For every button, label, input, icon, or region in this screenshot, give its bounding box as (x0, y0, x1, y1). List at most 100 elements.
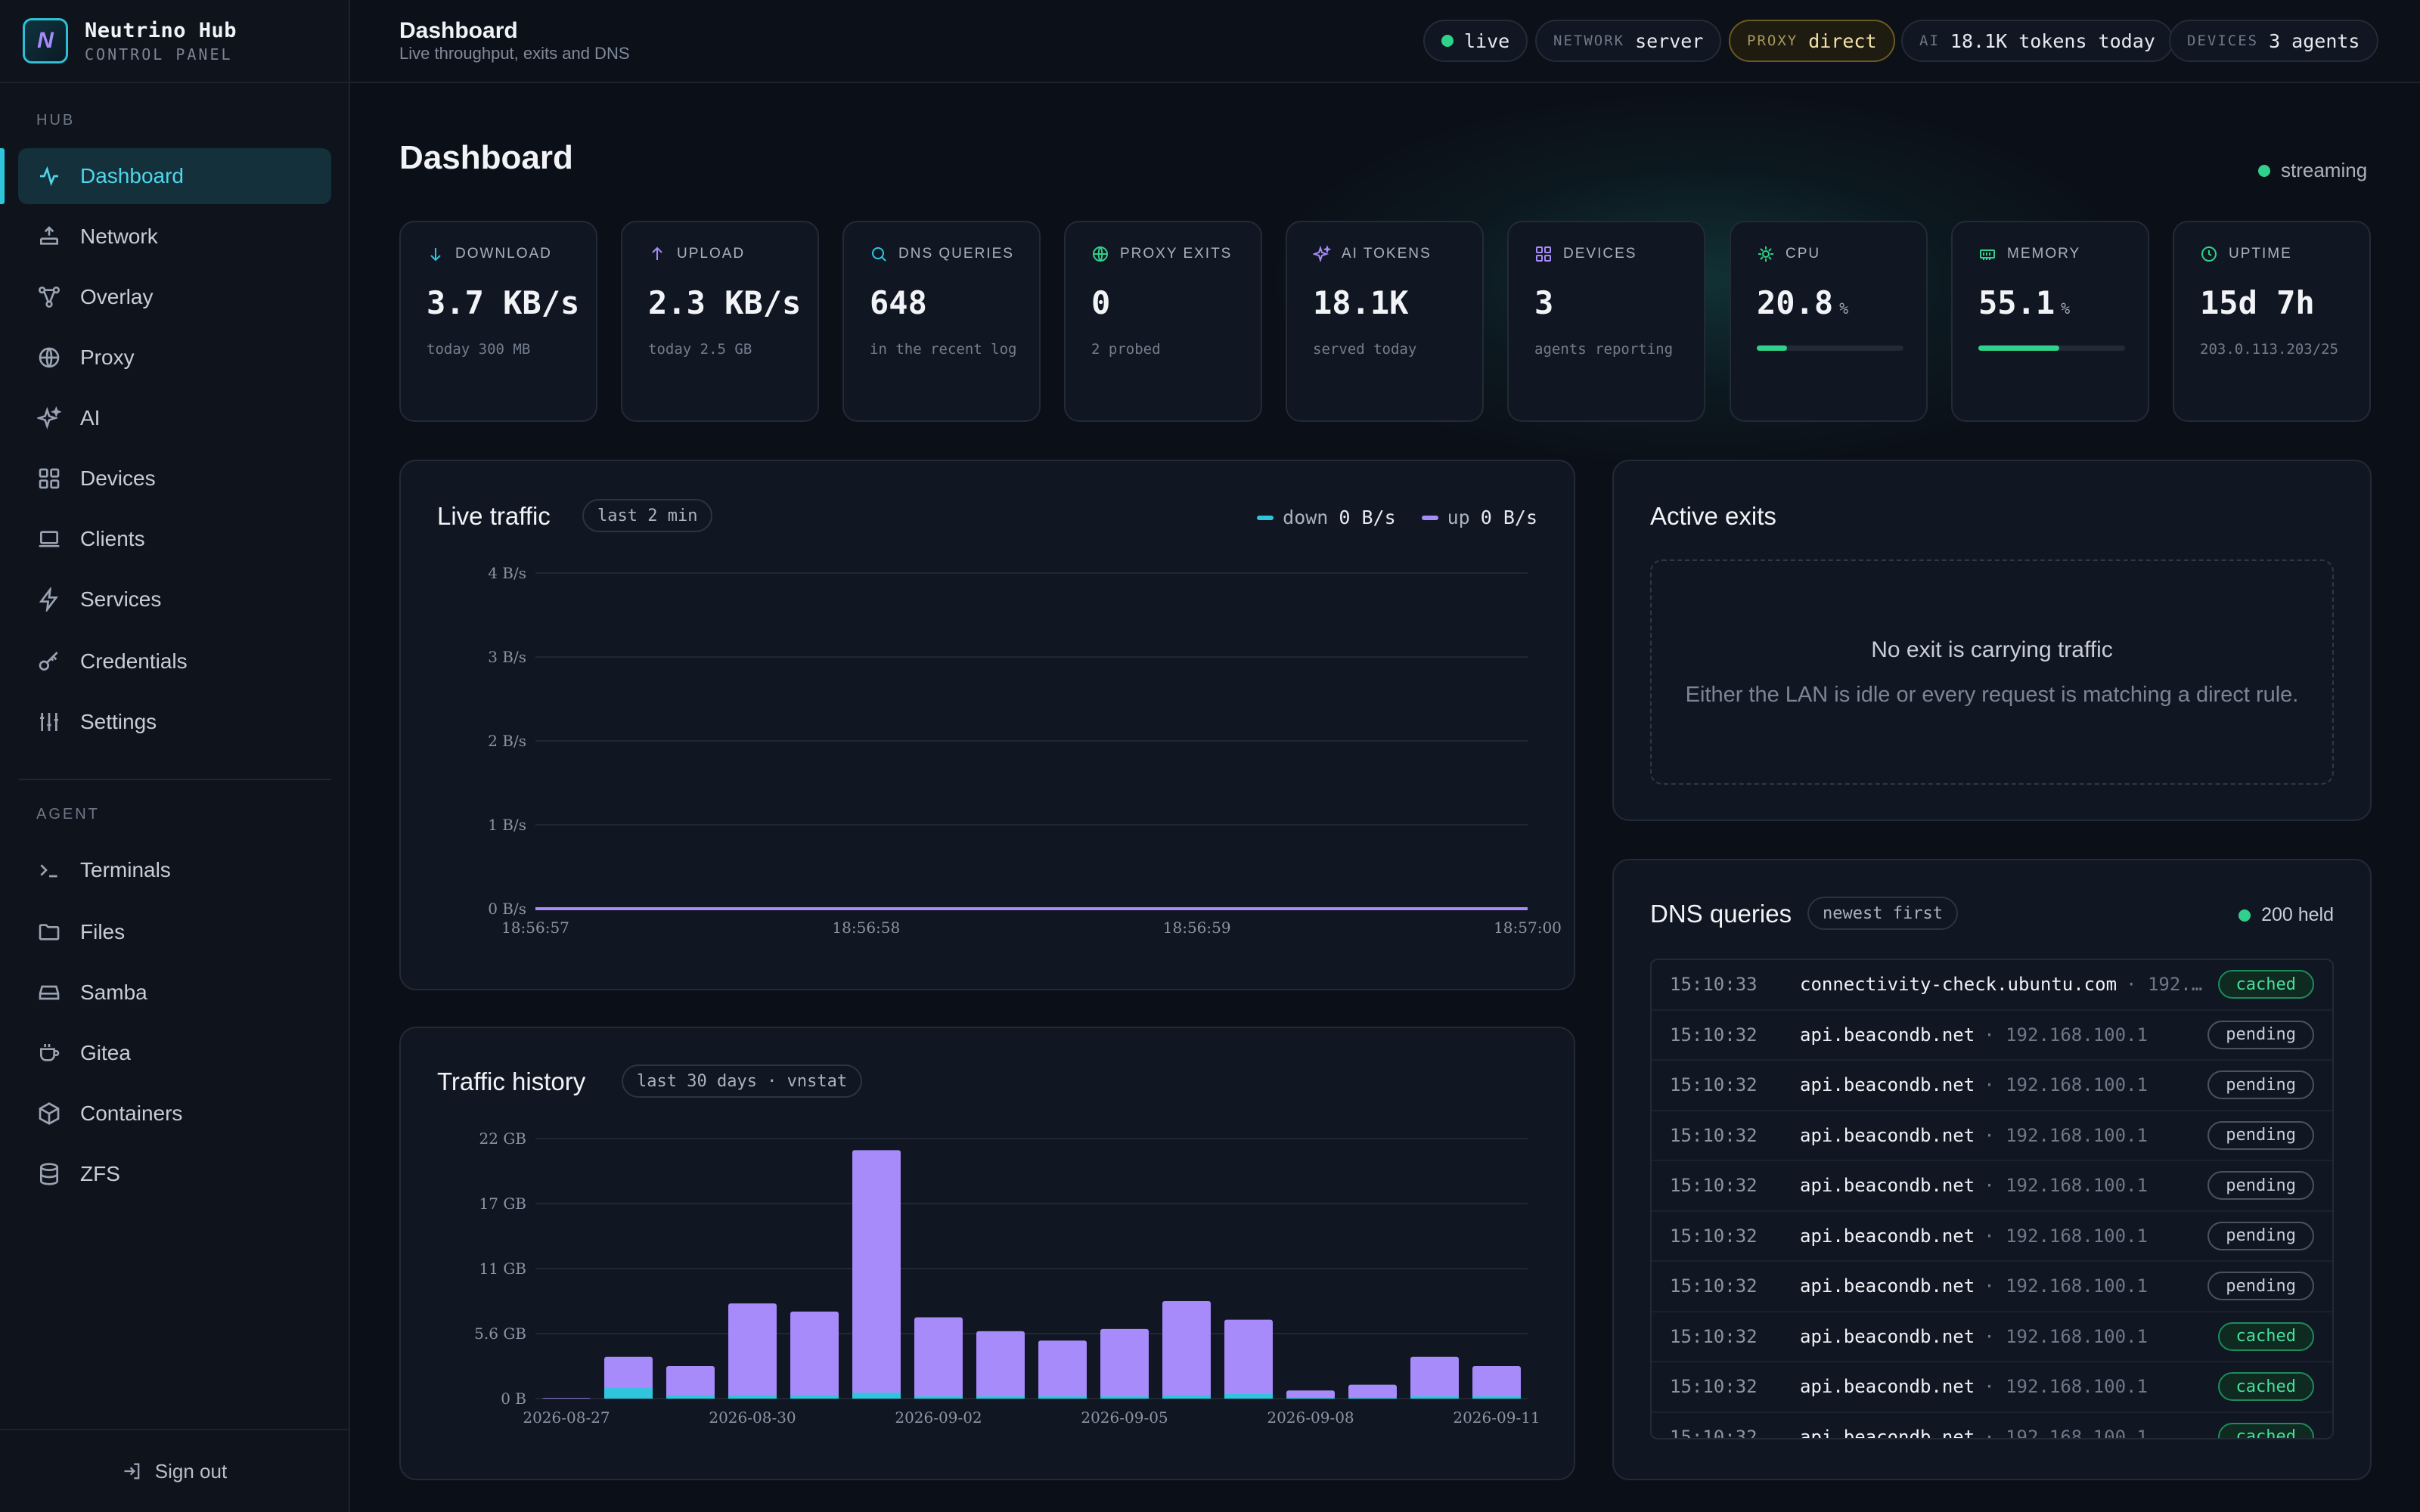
dns-client-ip: · 192.168.100.1 (1984, 1175, 2148, 1197)
sidebar-item-samba[interactable]: Samba (18, 965, 331, 1021)
memory-icon (1980, 249, 1995, 260)
dns-query-row[interactable]: 15:10:32 api.beacondb.net · 192.168.100.1 p… (1652, 1061, 2332, 1111)
active-indicator (0, 148, 5, 204)
stat-value: 3 (1534, 284, 1554, 321)
traffic-history-chart: 0 B 5.6 GB 11 GB 17 GB 22 GB 2026-08-27 2026-0… (474, 1129, 1540, 1427)
dns-query-row[interactable]: 15:10:32 api.beacondb.net · 192.168.100.1 p… (1652, 1011, 2332, 1061)
network-pill[interactable]: NETWORK server (1535, 20, 1722, 62)
devices-pill[interactable]: DEVICES 3 agents (2169, 20, 2378, 62)
bar-up (1410, 1356, 1459, 1399)
stat-value: 3.7 KB/s (427, 284, 580, 321)
bar-down (666, 1395, 715, 1399)
legend-label-down: down (1283, 507, 1329, 528)
dns-client-ip: · 192.168.100.1 (1984, 1275, 2148, 1297)
bar-up (1038, 1340, 1087, 1399)
sliders-icon (36, 709, 62, 735)
dns-query-row[interactable]: 15:10:32 api.beacondb.net · 192.168.100.1 p… (1652, 1262, 2332, 1312)
bar-down (604, 1388, 653, 1399)
streaming-indicator: streaming (2258, 159, 2367, 182)
legend-value-down: 0 B/s (1339, 507, 1396, 528)
page-heading: Dashboard (399, 18, 518, 43)
bar-down (852, 1393, 901, 1399)
dns-query-row[interactable]: 15:10:32 api.beacondb.net · 192.168.100.1 c… (1652, 1362, 2332, 1413)
dns-query-row[interactable]: 15:10:32 api.beacondb.net · 192.168.100.1 c… (1652, 1312, 2332, 1362)
sidebar-item-containers[interactable]: Containers (18, 1086, 331, 1142)
bar-down (1224, 1393, 1273, 1399)
proxy-value: direct (1808, 29, 1877, 52)
dns-host: connectivity-check.ubuntu.com (1800, 974, 2118, 996)
sidebar-item-label: ZFS (80, 1162, 120, 1185)
sidebar-item-zfs[interactable]: ZFS (18, 1146, 331, 1202)
stat-card-ai-tokens: AI TOKENS 18.1K served today (1286, 221, 1484, 422)
dns-status-badge: pending (2207, 1020, 2314, 1049)
sidebar-item-terminals[interactable]: Terminals (18, 842, 331, 898)
dns-ip-value: 192.168.100.1 (2006, 1325, 2148, 1347)
live-traffic-chart: 0 B/s 1 B/s 2 B/s 3 B/s 4 B/s 18:56:57 18:56:5… (488, 564, 1562, 937)
stat-value: 2.3 KB/s (648, 284, 802, 321)
sidebar-item-network[interactable]: Network (18, 209, 331, 265)
dns-query-row[interactable]: 15:10:33 connectivity-check.ubuntu.com · 1… (1652, 960, 2332, 1011)
sidebar-item-label: Proxy (80, 345, 135, 369)
topbar: Dashboard Live throughput, exits and DNS… (350, 0, 2420, 83)
live-status-pill[interactable]: live (1423, 20, 1528, 62)
sidebar-item-services[interactable]: Services (18, 572, 331, 627)
status-dot (2238, 909, 2251, 922)
sidebar-item-dashboard[interactable]: Dashboard (18, 148, 331, 204)
search-icon (872, 247, 886, 262)
sidebar-divider (18, 779, 331, 780)
sidebar-item-label: Credentials (80, 649, 188, 673)
sidebar-item-proxy[interactable]: Proxy (18, 330, 331, 386)
bar-up (542, 1398, 591, 1399)
dns-sort-tag[interactable]: newest first (1807, 897, 1958, 930)
dns-query-row[interactable]: 15:10:32 api.beacondb.net · 192.168.100.1 p… (1652, 1111, 2332, 1161)
sidebar-item-overlay[interactable]: Overlay (18, 269, 331, 325)
dns-client-ip: · 192.168.100.1 (1984, 1074, 2148, 1096)
dns-host: api.beacondb.net (1800, 1024, 1975, 1046)
stat-sub: today 2.5 GB (648, 341, 752, 358)
dns-query-row[interactable]: 15:10:32 api.beacondb.net · 192.168.100.1 p… (1652, 1212, 2332, 1262)
dns-host: api.beacondb.net (1800, 1376, 1975, 1398)
clock-icon (2201, 246, 2217, 262)
proxy-pill[interactable]: PROXY direct (1729, 20, 1895, 62)
dns-status-badge: cached (2217, 1372, 2314, 1402)
stat-value: 648 (870, 284, 927, 321)
sparkles-icon (1313, 245, 1331, 263)
cup-icon (36, 1040, 62, 1066)
x-tick-label: 2026-08-30 (709, 1408, 796, 1427)
ai-pill[interactable]: AI 18.1K tokens today (1901, 20, 2173, 62)
bolt-icon (36, 587, 62, 612)
active-exits-empty-state: No exit is carrying traffic Either the L… (1650, 559, 2334, 785)
dns-query-row[interactable]: 15:10:32 api.beacondb.net · 192.168.100.1 p… (1652, 1161, 2332, 1212)
bar-down (1100, 1396, 1149, 1399)
y-tick-label: 22 GB (479, 1129, 526, 1148)
sidebar-item-gitea[interactable]: Gitea (18, 1025, 331, 1081)
sidebar-item-clients[interactable]: Clients (18, 511, 331, 567)
sidebar-item-devices[interactable]: Devices (18, 451, 331, 507)
bar-down (1472, 1396, 1521, 1399)
sign-out-button[interactable]: Sign out (0, 1429, 349, 1512)
sidebar-item-label: Terminals (80, 858, 171, 881)
traffic-history-range-tag[interactable]: last 30 days · vnstat (622, 1064, 863, 1098)
dns-time: 15:10:32 (1670, 1175, 1758, 1197)
stat-sub: 2 probed (1091, 341, 1161, 358)
empty-state-title: No exit is carrying traffic (1871, 637, 2113, 662)
nav-section-agent: AGENT (36, 806, 100, 823)
y-tick-label: 0 B/s (488, 900, 526, 918)
sidebar-item-ai[interactable]: AI (18, 390, 331, 446)
sidebar-item-credentials[interactable]: Credentials (18, 634, 331, 689)
dns-ip-value: 192.168.100.1 (2006, 1225, 2148, 1247)
dns-time: 15:10:32 (1670, 1325, 1758, 1347)
dns-ip-value: 192.168.100.1 (2147, 974, 2206, 996)
dns-query-list[interactable]: 15:10:33 connectivity-check.ubuntu.com · 1… (1650, 959, 2334, 1439)
dns-query-row[interactable]: 15:10:32 api.beacondb.net · 192.168.100.1 c… (1652, 1413, 2332, 1438)
bar-down (1348, 1397, 1397, 1399)
stat-card-dns-queries: DNS QUERIES 648 in the recent log (842, 221, 1041, 422)
bar-down (914, 1396, 963, 1399)
live-traffic-range-tag[interactable]: last 2 min (582, 499, 713, 532)
sidebar-item-label: Containers (80, 1101, 183, 1125)
sidebar-item-files[interactable]: Files (18, 904, 331, 960)
activity-icon (36, 163, 62, 189)
dns-ip-value: 192.168.100.1 (2006, 1024, 2148, 1046)
stat-sub: served today (1313, 341, 1417, 358)
sidebar-item-settings[interactable]: Settings (18, 694, 331, 750)
